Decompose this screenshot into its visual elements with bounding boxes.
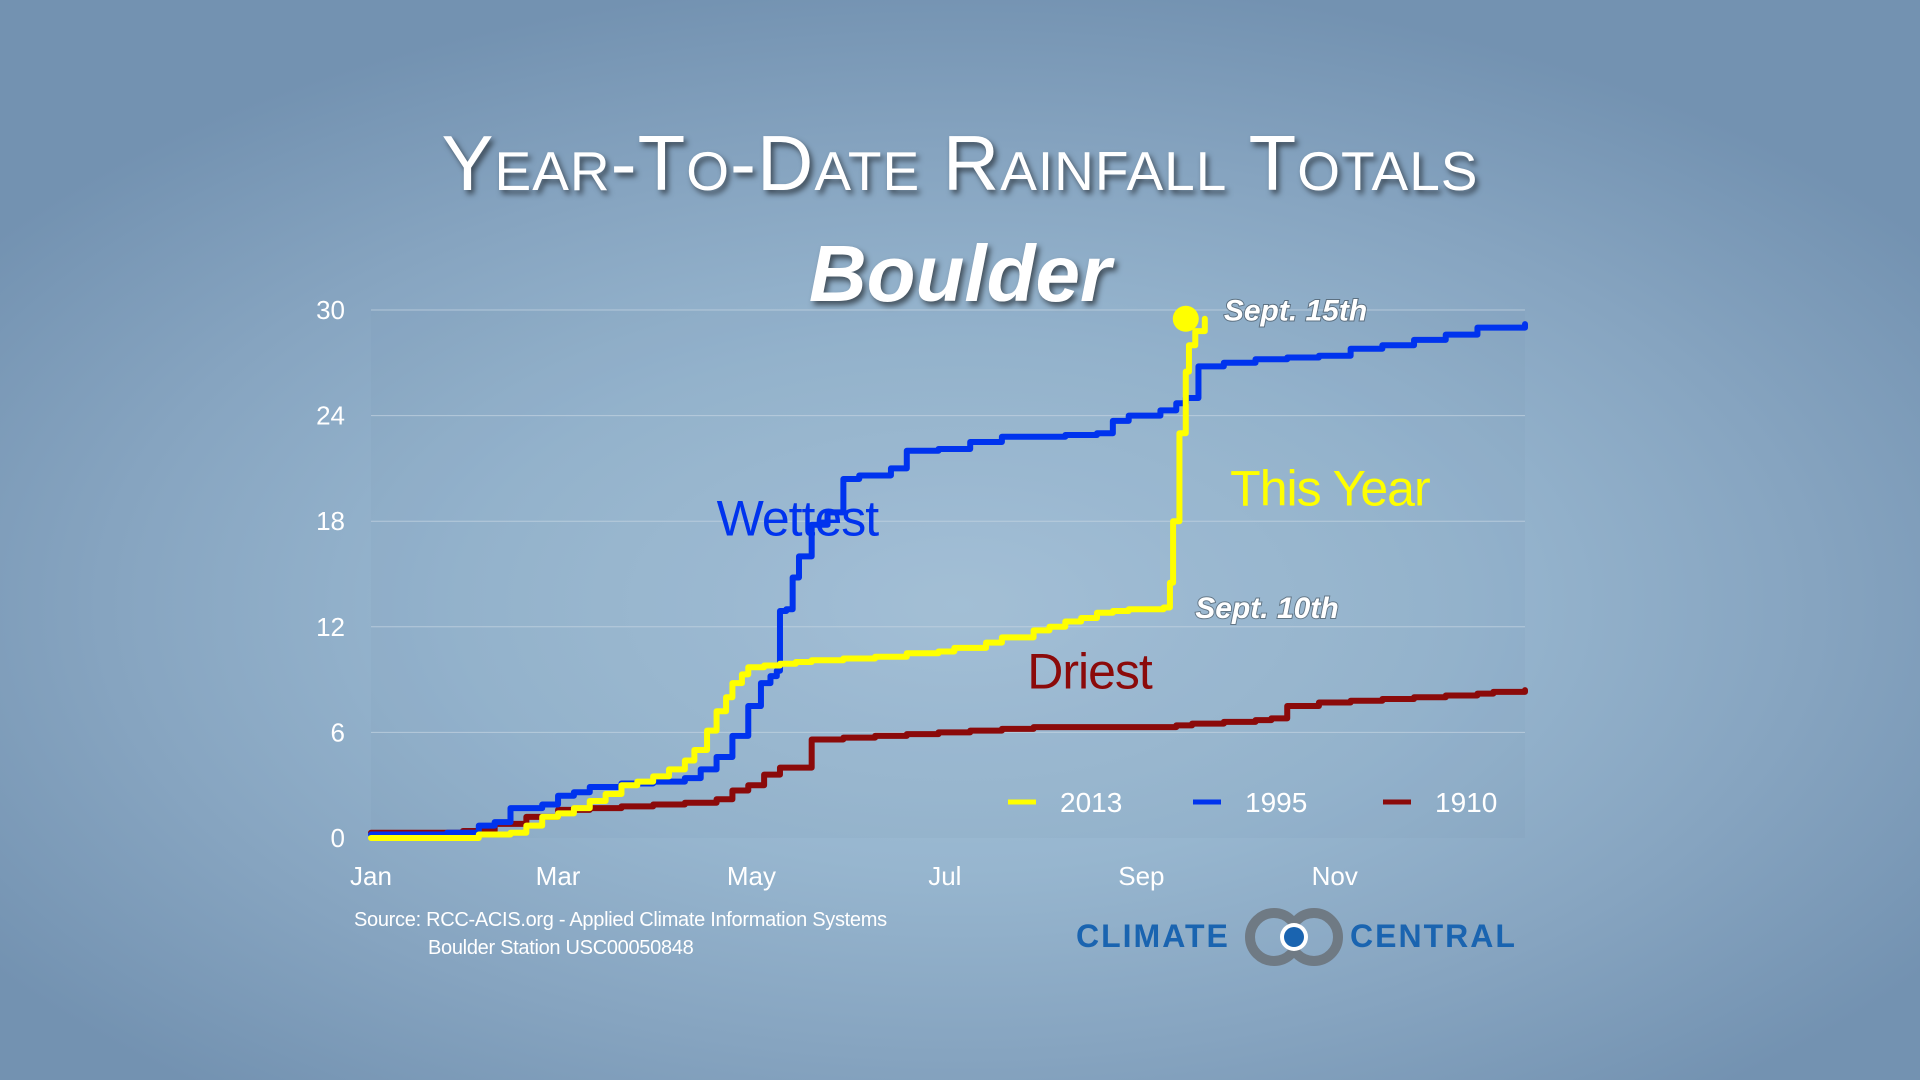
date-callout: Sept. 15th [1224, 295, 1367, 328]
x-tick-label: May [727, 861, 776, 891]
legend-label: 1910 [1435, 787, 1497, 818]
source-line-1: Source: RCC-ACIS.org - Applied Climate I… [354, 909, 887, 931]
x-tick-label: Sep [1118, 861, 1164, 891]
y-tick-label: 6 [331, 717, 345, 747]
x-tick-label: Jul [928, 861, 961, 891]
y-tick-label: 0 [331, 823, 345, 853]
source-line-2: Boulder Station USC00050848 [428, 937, 694, 959]
legend-label: 1995 [1245, 787, 1307, 818]
plot-area [371, 310, 1525, 838]
date-callout: Sept. 10th [1195, 592, 1338, 625]
series-line-2013 [368, 315, 1208, 841]
slide-subtitle: Boulder [808, 229, 1112, 318]
series-line-1995 [368, 321, 1528, 838]
series-line-1910 [368, 687, 1528, 836]
y-tick-label: 12 [316, 612, 345, 642]
y-tick-label: 24 [316, 401, 345, 431]
climate-central-logo: CLIMATE CENTRAL [1074, 906, 1524, 968]
logo-word-climate: CLIMATE [1076, 918, 1230, 954]
y-tick-label: 30 [316, 295, 345, 325]
logo-word-central: CENTRAL [1350, 918, 1517, 954]
x-tick-label: Jan [350, 861, 392, 891]
series-annotation: Wettest [717, 490, 880, 546]
series-end-marker [1172, 305, 1199, 332]
slide-title: Year-To-Date Rainfall Totals [441, 119, 1479, 207]
climate-central-rings-icon [1245, 908, 1343, 966]
y-tick-label: 18 [316, 506, 345, 536]
series-annotation: This Year [1230, 460, 1430, 516]
source-note: Source: RCC-ACIS.org - Applied Climate I… [354, 906, 887, 962]
legend-label: 2013 [1060, 787, 1122, 818]
series-annotation: Driest [1027, 643, 1153, 699]
x-tick-label: Nov [1312, 861, 1358, 891]
x-tick-label: Mar [536, 861, 581, 891]
